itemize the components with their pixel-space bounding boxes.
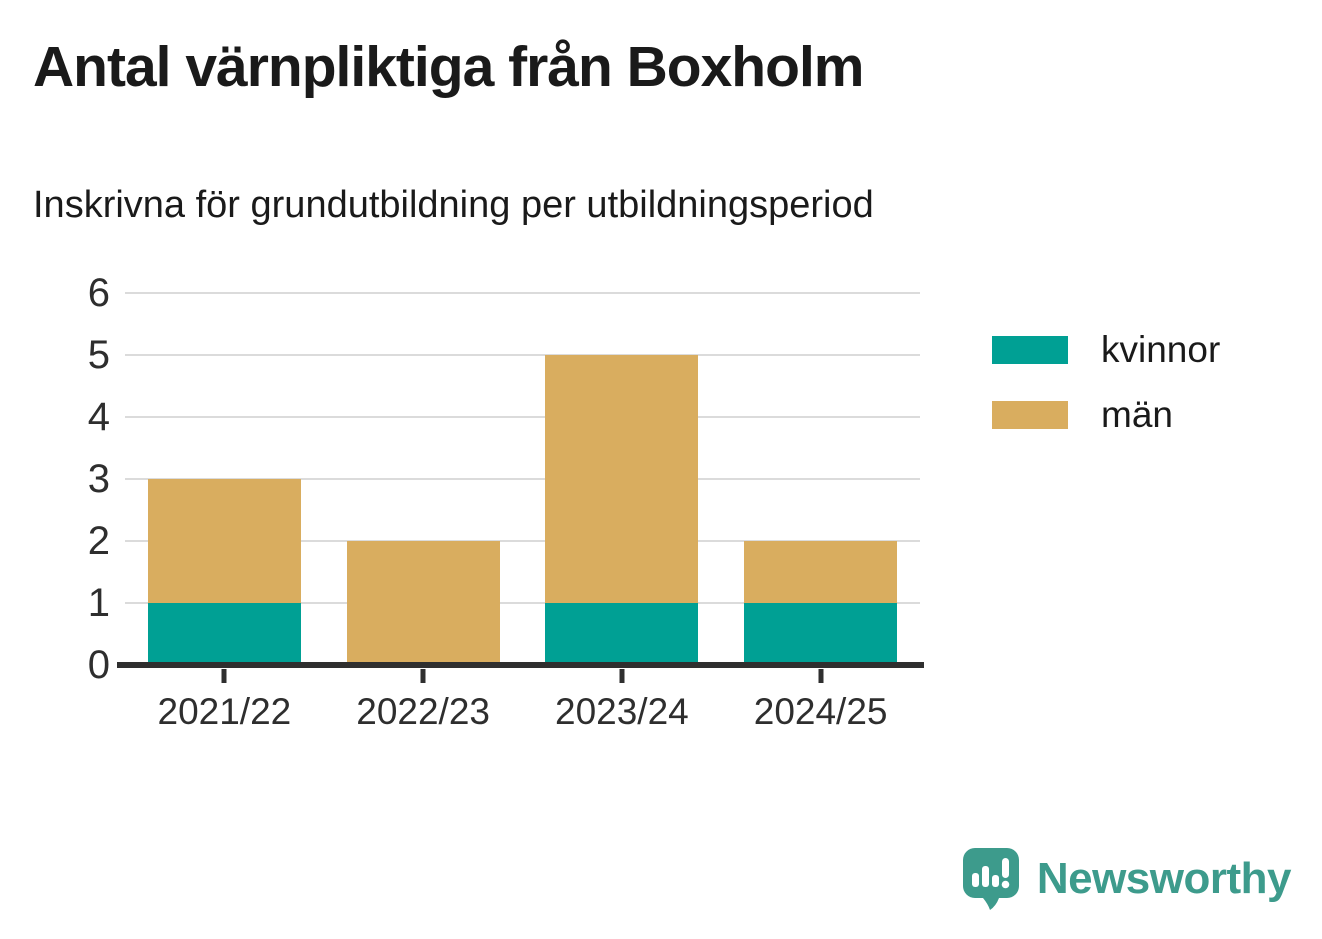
- x-tick-2024-25: [818, 669, 824, 683]
- legend-item-kvinnor: kvinnor: [992, 331, 1220, 368]
- x-tick-2022-23: [420, 669, 426, 683]
- gridline-y5: [125, 354, 920, 356]
- legend-label-kvinnor: kvinnor: [1101, 329, 1221, 370]
- y-tick-label-1: 1: [87, 581, 110, 625]
- gridline-y2: [125, 540, 920, 542]
- bar-2023-24-män: [545, 355, 699, 603]
- x-tick-label-2022-23: 2022/23: [356, 691, 490, 732]
- gridline-y4: [125, 416, 920, 418]
- bar-2023-24-kvinnor: [545, 603, 699, 665]
- gridline-y1: [125, 602, 920, 604]
- bar-2024-25-män: [744, 541, 898, 603]
- x-axis-line: [117, 662, 924, 668]
- gridline-y3: [125, 478, 920, 480]
- gridline-y6: [125, 292, 920, 294]
- newsworthy-logo-icon: [959, 846, 1023, 912]
- y-tick-label-3: 3: [87, 457, 110, 501]
- y-tick-label-2: 2: [87, 519, 110, 563]
- bar-2024-25-kvinnor: [744, 603, 898, 665]
- bar-2022-23-män: [346, 541, 500, 665]
- x-tick-2023-24: [619, 669, 625, 683]
- chart-title: Antal värnpliktiga från Boxholm: [33, 35, 864, 99]
- legend: kvinnor män: [992, 331, 1220, 433]
- legend-item-män: män: [992, 396, 1220, 433]
- legend-swatch-kvinnor: [992, 335, 1068, 364]
- y-tick-label-4: 4: [87, 395, 110, 439]
- y-tick-label-5: 5: [87, 333, 110, 377]
- y-tick-label-6: 6: [87, 271, 110, 315]
- x-tick-label-2023-24: 2023/24: [555, 691, 689, 732]
- bar-2021-22-kvinnor: [147, 603, 301, 665]
- x-tick-2021-22: [221, 669, 227, 683]
- y-tick-label-0: 0: [87, 643, 110, 687]
- plot-area: 2021/22 2022/23 2023/24 2024/25: [117, 292, 924, 732]
- legend-swatch-män: [992, 400, 1068, 429]
- legend-label-män: män: [1101, 394, 1173, 435]
- bar-2021-22-män: [147, 479, 301, 603]
- y-axis-labels: 0 1 2 3 4 5 6: [30, 273, 110, 685]
- brand-footer: Newsworthy: [959, 846, 1292, 912]
- chart-subtitle: Inskrivna för grundutbildning per utbild…: [33, 184, 874, 226]
- x-tick-label-2024-25: 2024/25: [753, 691, 888, 732]
- brand-name: Newsworthy: [1036, 854, 1292, 903]
- x-tick-label-2021-22: 2021/22: [157, 691, 292, 732]
